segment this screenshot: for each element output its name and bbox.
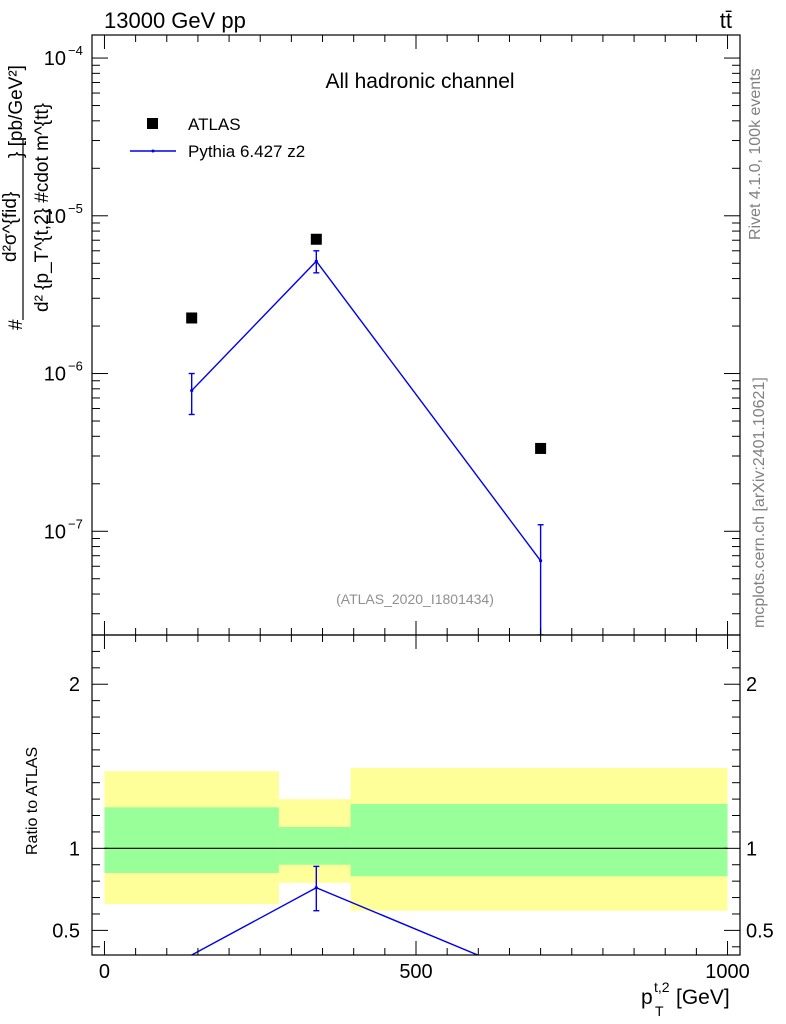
analysis-id: (ATLAS_2020_I1801434) (336, 591, 494, 607)
atlas-point (186, 312, 198, 324)
pythia-series-line (191, 260, 542, 562)
main-ytick-exponent: −4 (68, 43, 83, 58)
legend-atlas-label: ATLAS (188, 115, 241, 134)
xtick-label: 500 (399, 961, 432, 983)
atlas-point (535, 442, 547, 454)
ylabel-numerator: d²σ^{fid} (0, 192, 21, 262)
main-ytick-label: 10 (44, 48, 66, 70)
ylabel-unit: } [pb/GeV²] (6, 65, 27, 158)
legend: ATLAS Pythia 6.427 z2 (130, 115, 305, 161)
ratio-panel: 0.5 0.5 1 1 2 2 0 500 1000 Ratio to ATLAS p t,2… (24, 634, 774, 1019)
main-ylabel: # d²σ^{fid} d² {p_T^{t,2} #cdot m^{tt} }… (0, 65, 53, 330)
xlabel-unit: [GeV] (676, 986, 730, 1009)
main-ytick-label: 10 (44, 521, 66, 543)
xtick-label: 0 (99, 961, 110, 983)
energy-label: 13000 GeV pp (104, 8, 246, 33)
pythia-point (314, 259, 318, 263)
ratio-ytick-label-left: 1 (69, 838, 80, 860)
atlas-point (310, 233, 322, 245)
pythia-point (539, 559, 543, 563)
ratio-pythia-point (314, 886, 318, 890)
ratio-band-inner (350, 804, 728, 877)
ratio-ytick-label-right: 2 (746, 674, 757, 696)
legend-pythia-label: Pythia 6.427 z2 (188, 142, 305, 161)
mcplots-label: mcplots.cern.ch [arXiv:2401.10621] (751, 377, 768, 628)
main-ytick-label: 10 (44, 206, 66, 228)
ratio-ytick-label-left: 0.5 (52, 920, 80, 942)
main-panel: 10−710−610−510−4 All hadronic channel (A… (0, 34, 741, 636)
ratio-ytick-label-left: 2 (69, 674, 80, 696)
ratio-band-inner (104, 807, 279, 873)
main-ytick-exponent: −7 (68, 516, 83, 531)
ratio-ylabel: Ratio to ATLAS (24, 747, 41, 855)
main-ytick-exponent: −6 (68, 359, 83, 374)
pythia-point (190, 388, 194, 393)
xlabel-sup: t,2 (654, 979, 670, 995)
ratio-band-inner (278, 827, 351, 865)
ratio-ytick-label-right: 1 (746, 838, 757, 860)
xtick-label: 1000 (705, 961, 750, 983)
ylabel-hash: # (6, 319, 27, 330)
main-title: All hadronic channel (325, 70, 514, 93)
legend-atlas-marker (147, 118, 158, 129)
rivet-version-label: Rivet 4.1.0, 100k events (747, 68, 764, 240)
main-ytick-label: 10 (44, 364, 66, 386)
process-label: tt̄ (720, 8, 732, 33)
ratio-ytick-label-right: 0.5 (746, 920, 774, 942)
ylabel-denominator: d² {p_T^{t,2} #cdot m^{tt} (32, 103, 53, 312)
legend-pythia-dot (151, 149, 155, 153)
xlabel-sub: T (655, 1003, 664, 1019)
xlabel: p t,2 T [GeV] (641, 979, 730, 1019)
xlabel-base: p (641, 986, 653, 1009)
main-ytick-exponent: −5 (68, 201, 83, 216)
